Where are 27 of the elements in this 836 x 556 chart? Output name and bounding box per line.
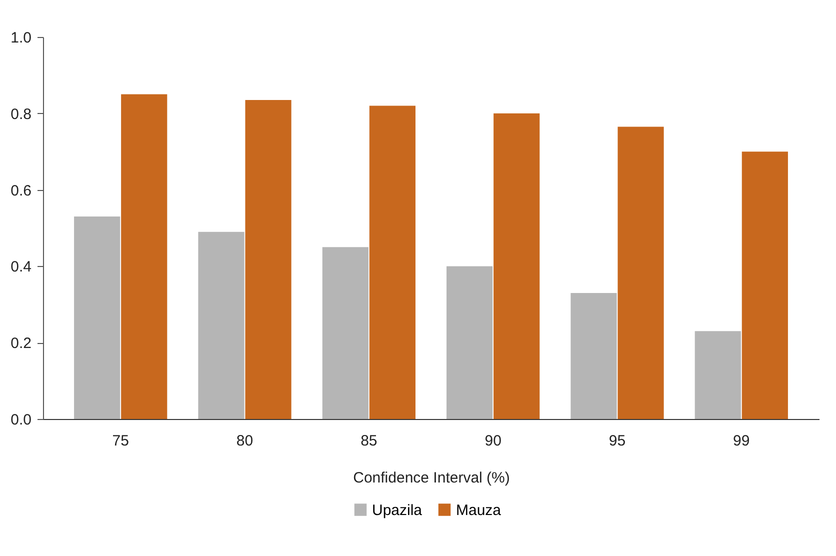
x-tick-label: 85 (360, 432, 378, 450)
bar (74, 216, 120, 419)
y-tick-label: 0.8 (10, 106, 32, 123)
x-tick-label: 90 (484, 432, 502, 450)
bar (322, 247, 368, 419)
y-tick-label: 0.6 (10, 182, 32, 200)
x-tick-label: 95 (608, 432, 626, 450)
bar (494, 113, 540, 419)
bar (369, 106, 416, 419)
bar (446, 266, 493, 419)
y-tick-label: 0.4 (10, 258, 32, 276)
bar (618, 126, 664, 419)
legend-label: Upazila (372, 502, 423, 519)
y-tick-label: 0.0 (10, 412, 32, 428)
bar (694, 331, 741, 419)
x-tick-label: 99 (733, 432, 750, 450)
x-tick-label: 75 (112, 432, 129, 450)
bar (742, 152, 788, 419)
y-tick-label: 1.0 (10, 30, 32, 46)
bar (245, 100, 292, 419)
bar (570, 292, 617, 419)
bar (121, 94, 168, 419)
y-tick-label: 0.2 (10, 335, 32, 352)
x-axis-title: Confidence Interval (%) (353, 470, 510, 486)
x-tick-label: 80 (236, 432, 254, 450)
bar (198, 232, 244, 419)
legend-label: Mauza (456, 502, 502, 519)
